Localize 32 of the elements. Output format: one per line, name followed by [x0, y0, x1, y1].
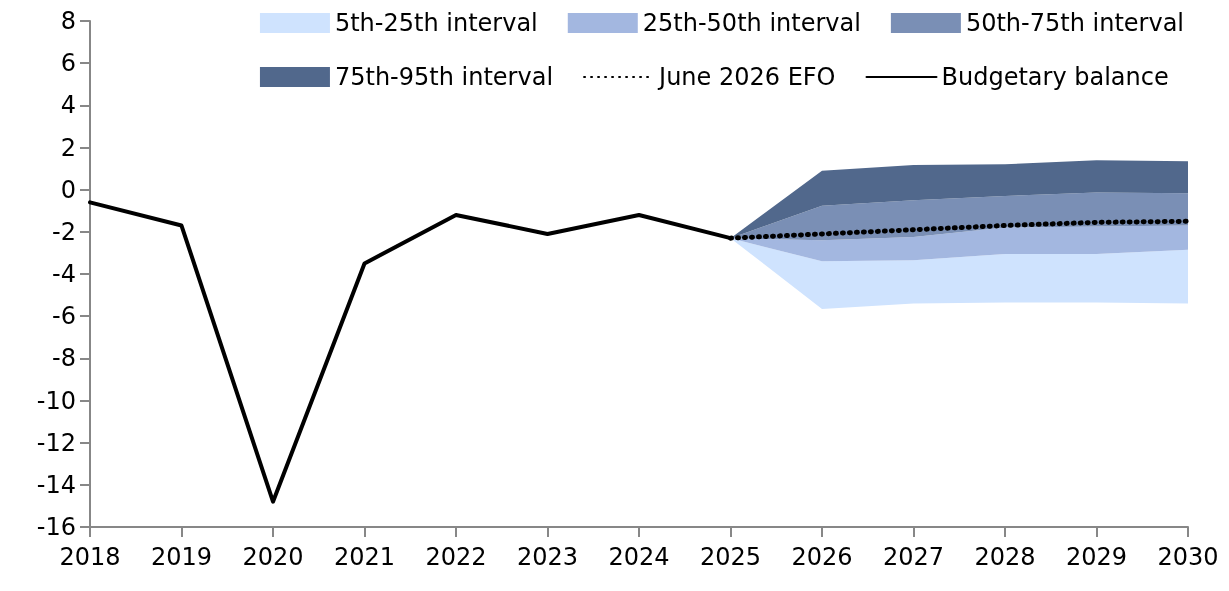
x-tick-label: 2020 — [242, 543, 304, 571]
legend-label: June 2026 EFO — [657, 63, 836, 91]
x-tick-label: 2028 — [974, 543, 1036, 571]
legend-label: 50th-75th interval — [965, 9, 1184, 37]
y-tick-label: -14 — [36, 470, 76, 499]
y-tick-label: 8 — [60, 7, 76, 35]
y-tick-label: -12 — [36, 428, 76, 457]
x-tick-label: 2021 — [333, 543, 396, 571]
x-tick-label: 2023 — [516, 543, 579, 571]
y-tick-label: 2 — [60, 133, 76, 162]
x-tick-label: 2025 — [699, 543, 762, 571]
legend-label: Budgetary balance — [941, 63, 1169, 91]
legend-label: 25th-50th interval — [642, 9, 861, 37]
y-tick-label: -4 — [52, 260, 76, 288]
x-tick-label: 2027 — [882, 543, 945, 571]
y-tick-label: -2 — [52, 217, 76, 246]
y-tick-label: 4 — [60, 91, 76, 120]
x-tick-label: 2022 — [425, 543, 487, 571]
y-tick-label: -16 — [36, 513, 76, 541]
y-tick-label: 6 — [60, 49, 76, 78]
legend-label: 5th-25th interval — [334, 9, 538, 37]
y-tick-label: -8 — [52, 344, 76, 373]
x-tick-label: 2029 — [1065, 543, 1128, 571]
x-tick-label: 2024 — [608, 543, 670, 571]
y-tick-label: -10 — [36, 386, 76, 415]
y-tick-label: 0 — [60, 175, 76, 204]
legend-label: 75th-95th interval — [334, 63, 554, 91]
x-tick-label: 2019 — [150, 543, 213, 571]
y-tick-label: -6 — [52, 302, 76, 331]
x-tick-label: 2018 — [59, 543, 121, 571]
x-tick-label: 2026 — [791, 543, 853, 571]
x-tick-label: 2030 — [1157, 543, 1219, 571]
